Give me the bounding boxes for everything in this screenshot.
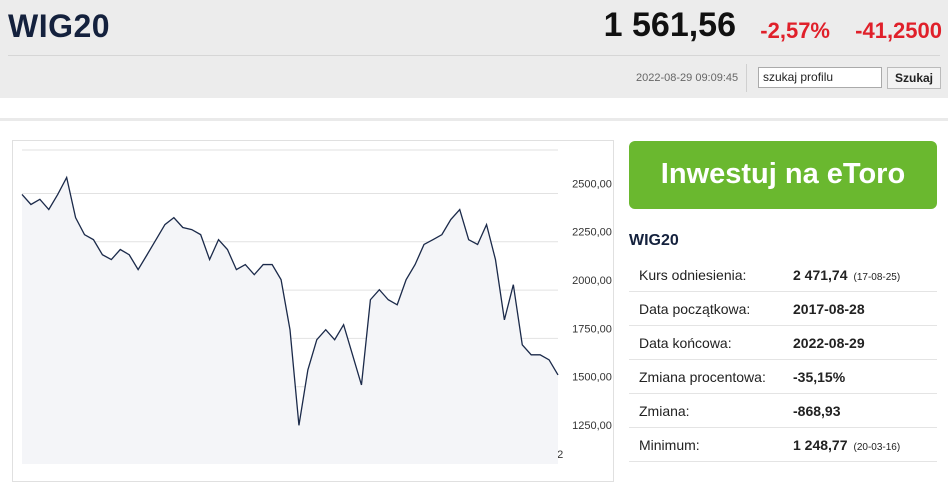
value-text: 2022-08-29 xyxy=(793,335,865,351)
header: WIG20 1 561,56 -2,57% -41,2500 2022-08-2… xyxy=(0,0,948,98)
value-text: 1 248,77 xyxy=(793,437,848,453)
chart-panel: 1250,00 1500,00 1750,00 2000,00 2250,00 2500,… xyxy=(12,140,614,482)
row-note: (17-08-25) xyxy=(853,272,901,283)
value-text: 2 471,74 xyxy=(793,267,848,283)
line xyxy=(21,175,559,426)
row-label: Minimum: xyxy=(639,437,700,453)
info-row: Zmiana: -868,93 xyxy=(629,394,937,428)
row-value: 2022-08-29 xyxy=(793,335,865,351)
info-row: Zmiana procentowa: -35,15% xyxy=(629,360,937,394)
y-tick-label: 2000,00 xyxy=(572,275,612,287)
y-tick-label: 1500,00 xyxy=(572,372,612,384)
y-tick-label: 2250,00 xyxy=(572,227,612,239)
row-note: (20-03-16) xyxy=(853,442,901,453)
row-label: Kurs odniesienia: xyxy=(639,267,747,283)
row-value: 2017-08-28 xyxy=(793,301,865,317)
info-row: Minimum: 1 248,77 (20-03-16) xyxy=(629,428,937,462)
value-text: 2017-08-28 xyxy=(793,301,865,317)
row-value: 2 471,74 (17-08-25) xyxy=(793,267,900,283)
divider xyxy=(0,118,948,121)
row-value: 1 248,77 (20-03-16) xyxy=(793,437,900,453)
info-row: Kurs odniesienia: 2 471,74 (17-08-25) xyxy=(629,258,937,292)
divider xyxy=(8,55,940,56)
info-row: Data początkowa: 2017-08-28 xyxy=(629,292,937,326)
y-tick-label: 2500,00 xyxy=(572,178,612,190)
value-text: -868,93 xyxy=(793,403,841,419)
change-percent: -2,57% xyxy=(760,18,830,43)
search-input[interactable]: szukaj profilu xyxy=(758,67,882,88)
separator xyxy=(746,64,747,92)
timestamp: 2022-08-29 09:09:45 xyxy=(636,72,739,84)
info-row: Data końcowa: 2022-08-29 xyxy=(629,326,937,360)
y-tick-label: 1250,00 xyxy=(572,420,612,432)
area xyxy=(22,177,558,464)
chart: 1250,00 1500,00 1750,00 2000,00 2250,00 2500,… xyxy=(21,149,612,464)
index-title: WIG20 xyxy=(8,8,111,44)
row-label: Zmiana: xyxy=(639,403,690,419)
y-tick-label: 1750,00 xyxy=(572,323,612,335)
search-button[interactable]: Szukaj xyxy=(887,67,941,89)
row-label: Zmiana procentowa: xyxy=(639,369,766,385)
row-label: Data początkowa: xyxy=(639,301,751,317)
info-table: Kurs odniesienia: 2 471,74 (17-08-25) Data … xyxy=(629,258,937,462)
value-text: -35,15% xyxy=(793,369,846,385)
row-label: Data końcowa: xyxy=(639,335,732,351)
change: -41,2500 xyxy=(855,18,942,43)
row-value: -868,93 xyxy=(793,403,840,419)
ad-button[interactable]: Inwestuj na eToro xyxy=(629,141,937,209)
price: 1 561,56 xyxy=(603,6,736,44)
info-title: WIG20 xyxy=(629,232,679,249)
row-value: -35,15% xyxy=(793,369,845,385)
